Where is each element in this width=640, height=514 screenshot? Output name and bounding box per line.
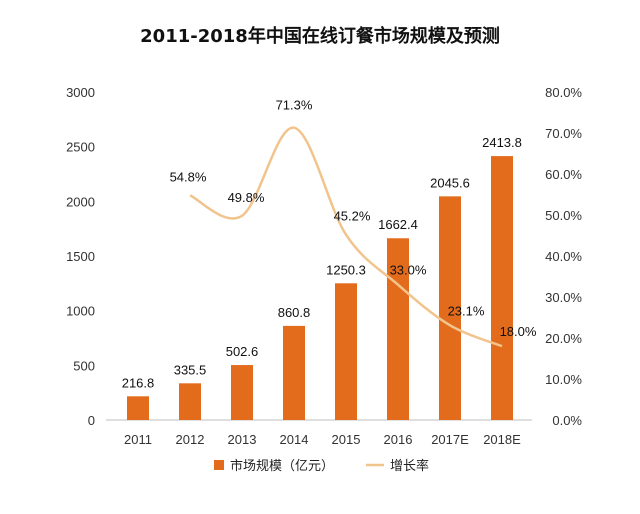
bar-value-label: 2413.8	[482, 135, 522, 150]
growth-value-label: 18.0%	[500, 324, 537, 339]
y-right-tick-label: 10.0%	[545, 372, 582, 387]
x-tick-label: 2015	[332, 432, 361, 447]
y-left-tick-label: 1000	[66, 304, 95, 319]
y-left-tick-label: 1500	[66, 249, 95, 264]
x-tick-label: 2018E	[483, 432, 521, 447]
y-right-tick-label: 40.0%	[545, 249, 582, 264]
y-right-tick-label: 0.0%	[552, 413, 582, 428]
bar	[439, 196, 461, 420]
bar	[231, 365, 253, 420]
bar	[335, 283, 357, 420]
y-left-tick-label: 3000	[66, 85, 95, 100]
y-right-tick-label: 60.0%	[545, 167, 582, 182]
y-left-tick-label: 2500	[66, 140, 95, 155]
bar-value-label: 335.5	[174, 362, 207, 377]
y-right-tick-label: 50.0%	[545, 208, 582, 223]
y-right-tick-label: 20.0%	[545, 331, 582, 346]
x-tick-label: 2012	[176, 432, 205, 447]
growth-value-label: 54.8%	[170, 169, 207, 184]
chart-title: 2011-2018年中国在线订餐市场规模及预测	[140, 26, 500, 47]
axes-group: 0 500 1000 1500 2000 2500 3000 0.0% 10.0% 20.0% 30…	[66, 85, 582, 447]
growth-value-label: 45.2%	[334, 209, 371, 224]
legend-bar-swatch	[214, 460, 224, 470]
growth-line-group	[189, 126, 503, 348]
x-tick-label: 2013	[228, 432, 257, 447]
bar-value-label: 1250.3	[326, 262, 366, 277]
y-right-tick-label: 80.0%	[545, 85, 582, 100]
bar-value-label: 502.6	[226, 344, 259, 359]
bar	[283, 325, 305, 420]
bar	[127, 396, 149, 420]
y-right-tick-label: 70.0%	[545, 126, 582, 141]
legend-line-label: 增长率	[390, 458, 429, 474]
data-labels-group: 216.8 335.5 502.6 860.8 1250.3 1662.4 2045.6 24…	[122, 98, 537, 391]
growth-rate-line	[189, 126, 503, 348]
legend-bar-label: 市场规模（亿元）	[230, 458, 334, 474]
x-tick-label: 2011	[124, 432, 152, 447]
bars-group	[127, 156, 513, 421]
y-left-tick-label: 500	[73, 358, 95, 373]
bar	[387, 238, 409, 420]
growth-value-label: 71.3%	[276, 98, 313, 113]
x-tick-label: 2016	[384, 432, 413, 447]
bar-value-label: 216.8	[122, 375, 155, 390]
bar	[179, 383, 201, 420]
bar-value-label: 860.8	[278, 305, 311, 320]
bar-value-label: 1662.4	[378, 217, 418, 232]
y-left-tick-label: 2000	[66, 194, 95, 209]
growth-value-label: 23.1%	[448, 303, 485, 318]
x-tick-label: 2014	[280, 432, 309, 447]
y-right-tick-label: 30.0%	[545, 290, 582, 305]
bar-value-label: 2045.6	[430, 175, 470, 190]
x-tick-label: 2017E	[431, 432, 469, 447]
y-left-tick-label: 0	[88, 413, 95, 428]
legend: 市场规模（亿元） 增长率	[214, 458, 429, 474]
bar	[491, 156, 513, 421]
growth-value-label: 33.0%	[390, 263, 427, 278]
growth-value-label: 49.8%	[228, 190, 265, 205]
